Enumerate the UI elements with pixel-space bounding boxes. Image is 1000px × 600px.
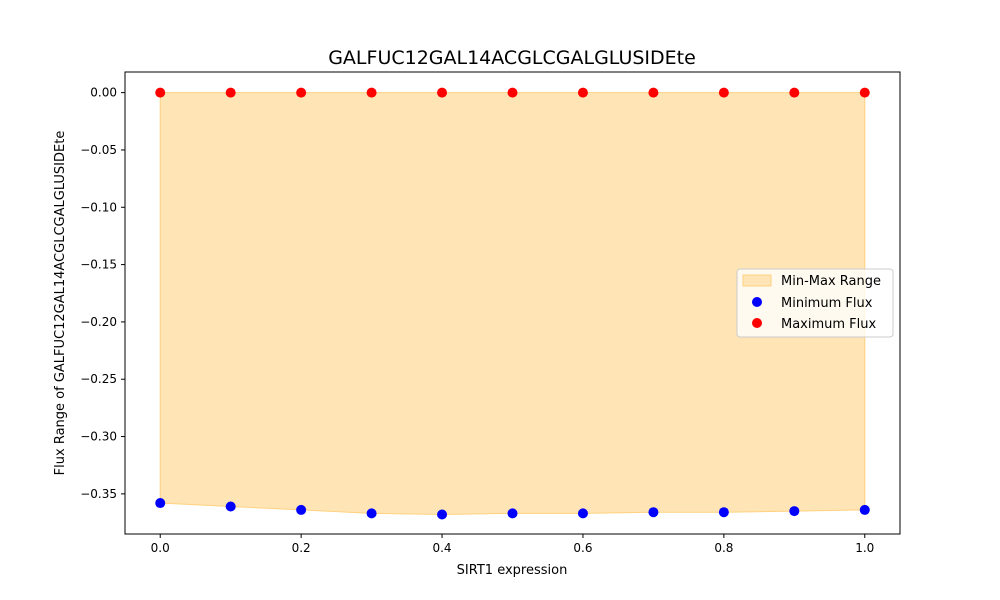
maximum-flux-point xyxy=(437,87,448,98)
x-tick-label: 0.2 xyxy=(292,541,311,555)
legend-frame xyxy=(736,268,894,338)
minimum-flux-point xyxy=(859,504,870,515)
minimum-flux-point xyxy=(225,501,236,512)
minimum-flux-point xyxy=(296,504,307,515)
maximum-flux-point xyxy=(789,87,800,98)
maximum-flux-point xyxy=(718,87,729,98)
maximum-flux-point xyxy=(225,87,236,98)
y-tick-label: −0.25 xyxy=(80,372,117,386)
maximum-flux-point xyxy=(296,87,307,98)
legend-swatch-min-max-range xyxy=(742,274,772,287)
minimum-flux-point xyxy=(155,498,166,509)
legend-marker-maximum-flux xyxy=(752,318,762,328)
maximum-flux-point xyxy=(859,87,870,98)
legend-label-maximum-flux: Maximum Flux xyxy=(781,317,877,332)
plot-area xyxy=(155,87,870,520)
x-tick-label: 0.4 xyxy=(432,541,451,555)
minimum-flux-point xyxy=(437,509,448,520)
plot-frame xyxy=(124,71,901,535)
maximum-flux-point xyxy=(507,87,518,98)
maximum-flux-point xyxy=(366,87,377,98)
y-tick-label: −0.05 xyxy=(80,143,117,157)
legend: Min-Max Range Minimum Flux Maximum Flux xyxy=(736,268,894,338)
maximum-flux-point xyxy=(648,87,659,98)
legend-label-min-max-range: Min-Max Range xyxy=(781,274,881,289)
minimum-flux-point xyxy=(366,508,377,519)
legend-label-minimum-flux: Minimum Flux xyxy=(781,296,873,311)
y-tick-label: −0.15 xyxy=(80,258,117,272)
minimum-flux-point xyxy=(507,508,518,519)
maximum-flux-point xyxy=(577,87,588,98)
x-axis-label: SIRT1 expression xyxy=(457,563,568,578)
minimum-flux-point xyxy=(789,506,800,517)
legend-marker-minimum-flux xyxy=(752,297,762,307)
minimum-flux-point xyxy=(718,507,729,518)
y-tick-label: −0.20 xyxy=(80,315,117,329)
y-tick-label: −0.30 xyxy=(80,430,117,444)
x-tick-label: 1.0 xyxy=(855,541,874,555)
x-tick-label: 0.8 xyxy=(714,541,733,555)
y-tick-label: −0.10 xyxy=(80,200,117,214)
minimum-flux-point xyxy=(648,507,659,518)
minimum-flux-point xyxy=(577,508,588,519)
x-axis: 0.0 0.2 0.4 0.6 0.8 1.0 xyxy=(151,534,874,555)
y-axis: 0.00 −0.05 −0.10 −0.15 −0.20 −0.25 −0.30 −0.35 xyxy=(80,86,125,501)
y-tick-label: 0.00 xyxy=(90,86,117,100)
y-tick-label: −0.35 xyxy=(80,487,117,501)
y-axis-label: Flux Range of GALFUC12GAL14ACGLCGALGLUSI… xyxy=(53,131,68,476)
x-tick-label: 0.6 xyxy=(573,541,592,555)
x-tick-label: 0.0 xyxy=(151,541,170,555)
maximum-flux-point xyxy=(155,87,166,98)
chart-title: GALFUC12GAL14ACGLCGALGLUSIDEte xyxy=(328,47,696,69)
